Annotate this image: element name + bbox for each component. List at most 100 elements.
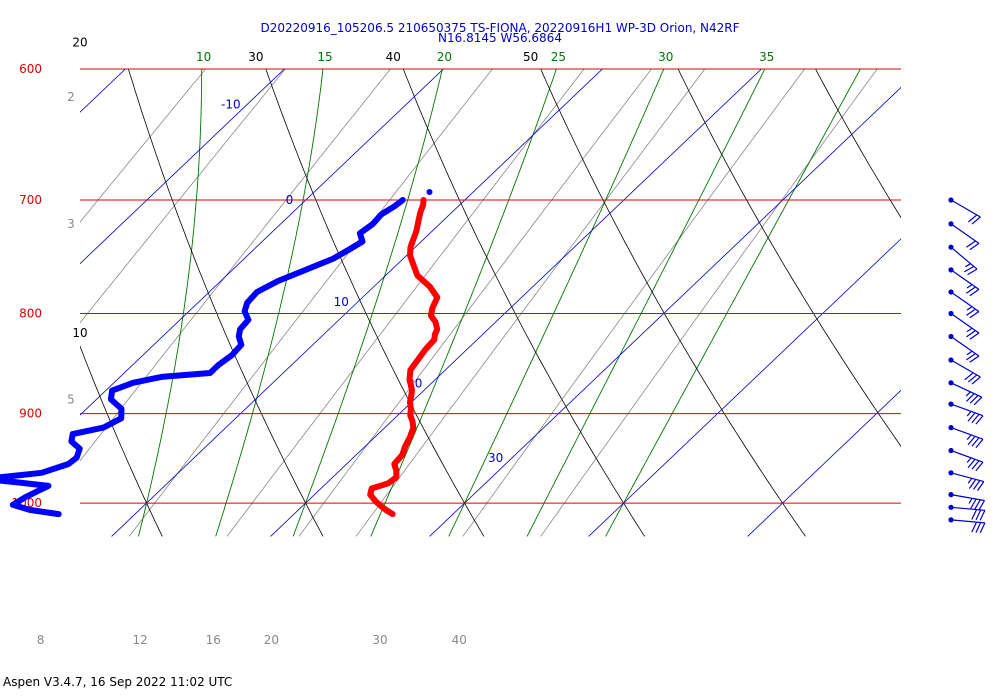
dry-adiabat xyxy=(265,69,485,537)
dry-adiabat xyxy=(127,69,324,537)
chart-title: D20220916_105206.5 210650375 TS-FIONA, 2… xyxy=(260,21,740,35)
wind-barb-flag xyxy=(966,240,976,248)
isotherm-label: 30 xyxy=(488,451,503,465)
pressure-label: 700 xyxy=(19,193,42,207)
wind-barb-flag xyxy=(967,268,978,276)
wind-barb-flag xyxy=(977,481,985,491)
software-footer: Aspen V3.4.7, 16 Sep 2022 11:02 UTC xyxy=(3,675,233,689)
mixing-ratio-line xyxy=(540,69,878,537)
wind-barb-staff xyxy=(950,223,980,244)
isotherm xyxy=(907,55,1000,537)
dry-adiabat-label: 20 xyxy=(72,36,87,50)
wind-barb-flag xyxy=(970,498,977,509)
wind-barb-staff xyxy=(950,506,985,511)
wind-barb-flag xyxy=(971,509,978,520)
wind-barb-flag xyxy=(971,437,980,447)
isotherm xyxy=(80,69,444,416)
wind-barb xyxy=(948,244,978,276)
wind-barb-flag xyxy=(971,413,980,424)
wind-barb-flag xyxy=(968,214,978,223)
mixing-ratio-line xyxy=(355,69,706,537)
isotherm xyxy=(270,69,762,537)
wind-barb-flag xyxy=(979,510,986,521)
wind-barb xyxy=(948,447,984,471)
wind-barb-flag xyxy=(968,479,977,489)
wind-barb-staff xyxy=(950,246,978,270)
moist-adiabat-label: 20 xyxy=(437,50,452,64)
wind-barb-flag xyxy=(966,284,973,289)
wind-barb-flag xyxy=(967,436,976,446)
isotherm xyxy=(80,69,285,265)
launch-point-marker xyxy=(426,189,433,195)
mixing-ratio-line xyxy=(128,69,493,537)
wind-barb-staff xyxy=(950,519,985,524)
wind-barb-flag xyxy=(969,311,980,319)
isotherm xyxy=(429,86,901,537)
isotherm-label: 0 xyxy=(286,193,294,207)
mixing-ratio-label: 16 xyxy=(206,633,221,647)
dry-adiabat xyxy=(945,55,1000,537)
mixing-ratio-label: 3 xyxy=(67,217,75,231)
wind-barb-flag xyxy=(975,415,984,425)
wind-barb-flag xyxy=(966,457,972,463)
wind-barb-flag xyxy=(965,393,975,402)
wind-barb-flag xyxy=(966,308,976,316)
wind-barb-staff xyxy=(950,382,983,398)
dry-adiabat xyxy=(80,345,163,537)
wind-barb-flag xyxy=(968,497,973,504)
moist-adiabat xyxy=(292,69,443,537)
wind-barb-flag xyxy=(975,522,982,533)
wind-barb xyxy=(948,357,981,385)
dry-adiabat xyxy=(0,55,2,537)
dry-adiabat xyxy=(815,69,901,219)
moist-adiabat xyxy=(370,69,557,537)
wind-barb xyxy=(948,517,986,534)
isotherms xyxy=(80,55,1000,537)
mixing-ratio-line xyxy=(462,69,806,537)
pressure-label: 600 xyxy=(19,62,42,76)
wind-barb-flag xyxy=(966,330,976,338)
wind-barb-flag xyxy=(966,434,972,440)
wind-barb xyxy=(948,310,980,340)
chart-location: N16.8145 W56.6864 xyxy=(438,31,562,45)
moist-adiabat-label: 15 xyxy=(317,50,332,64)
wind-barb-flag xyxy=(978,500,986,511)
wind-barb-flag xyxy=(969,355,980,363)
wind-barb-flag xyxy=(969,242,980,251)
moist-adiabat xyxy=(138,69,203,537)
wind-barb-staff xyxy=(950,494,985,502)
mixing-ratio-label: 12 xyxy=(132,633,147,647)
sounding-profiles xyxy=(0,189,441,518)
wind-barb-flag xyxy=(979,522,986,534)
dry-adiabat xyxy=(402,69,646,537)
dry-adiabat xyxy=(677,69,901,447)
wind-barb xyxy=(948,492,986,511)
moist-adiabat xyxy=(526,69,766,537)
wind-barb-flag xyxy=(963,265,975,273)
mixing-ratio-label: 2 xyxy=(67,90,75,104)
isotherm-label: -10 xyxy=(221,97,241,111)
isotherm-label: 10 xyxy=(334,295,349,309)
wind-barb-staff xyxy=(950,427,984,440)
isotherm xyxy=(747,389,901,537)
wind-barb-flag xyxy=(974,499,981,510)
wind-barb-flag xyxy=(965,391,971,397)
wind-barb-flag xyxy=(964,372,974,381)
wind-barb-flag xyxy=(966,353,976,361)
mixing-ratio-line xyxy=(0,55,89,537)
moist-adiabat-label: 25 xyxy=(551,50,566,64)
mixing-ratio-line xyxy=(80,69,286,324)
temperature-profile xyxy=(367,197,441,518)
wind-barb-flag xyxy=(967,478,973,484)
wind-barbs xyxy=(948,197,986,534)
mixing-ratio-line xyxy=(298,69,652,537)
wind-barb xyxy=(948,470,985,491)
wind-barb-flag xyxy=(973,480,981,490)
pressure-label: 900 xyxy=(19,407,42,421)
wind-barb-flag xyxy=(975,509,982,521)
mixing-ratio-label: 5 xyxy=(67,392,75,406)
wind-barb-flag xyxy=(968,374,978,383)
wind-barb-flag xyxy=(975,438,984,449)
pressure-label: 800 xyxy=(19,306,42,320)
wind-barb-flag xyxy=(966,411,972,417)
